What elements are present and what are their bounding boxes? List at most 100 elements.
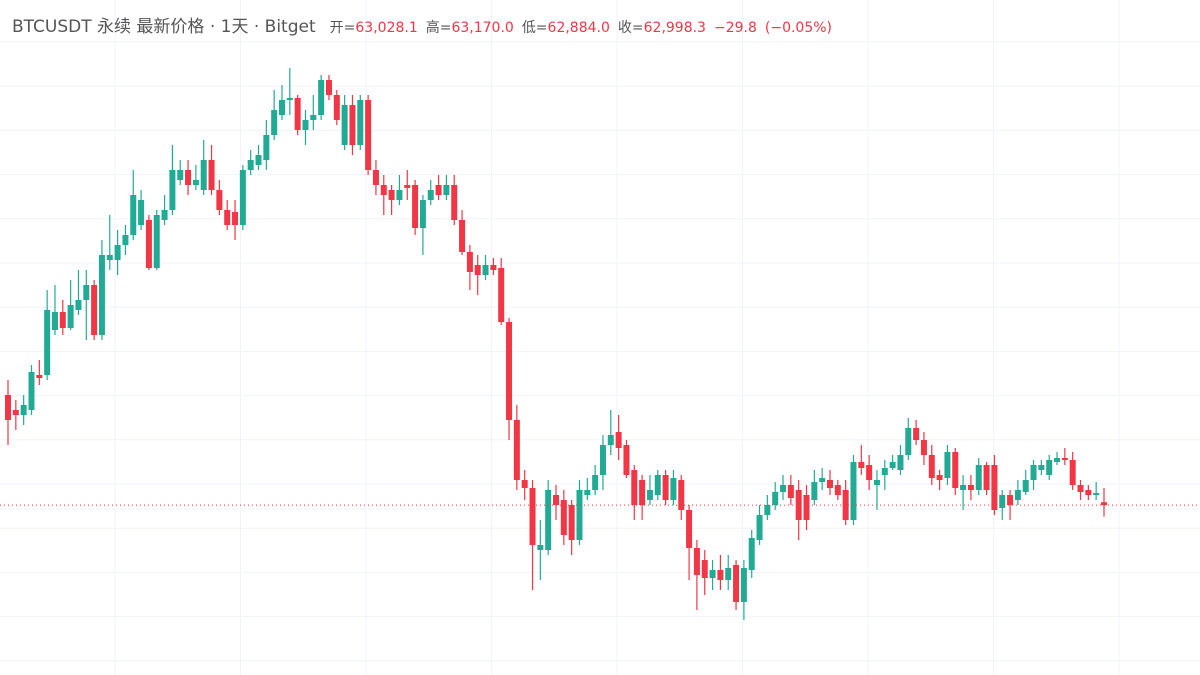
candle-body: [435, 185, 442, 195]
candle-body: [991, 465, 998, 510]
candle-body: [952, 452, 959, 488]
candle-body: [419, 200, 426, 228]
candle-body: [67, 305, 74, 328]
candle-body: [263, 135, 270, 160]
candle-body: [553, 495, 559, 505]
candle-body: [607, 435, 614, 445]
header-label: 高=: [425, 20, 452, 36]
candle-body: [842, 490, 849, 520]
candle-body: [1077, 485, 1084, 492]
candle-body: [59, 312, 66, 328]
candle-body: [341, 105, 348, 145]
candle-body: [662, 475, 669, 500]
candle-body: [333, 95, 340, 120]
candle-body: [98, 255, 105, 335]
header-value: 63,028.1: [355, 20, 418, 36]
candle-body: [529, 488, 536, 545]
candle-body: [427, 190, 434, 200]
candle-body: [200, 160, 207, 190]
candle-body: [1030, 465, 1037, 480]
candle-body: [1093, 493, 1100, 495]
candle-body: [208, 160, 215, 190]
candle-body: [224, 210, 231, 225]
candle-body: [169, 170, 176, 210]
candle-body: [114, 245, 121, 260]
candle-body: [913, 428, 920, 440]
candle-body: [380, 185, 387, 195]
candle-body: [28, 372, 35, 410]
candle-body: [12, 410, 19, 415]
candle-body: [740, 568, 747, 602]
candle-body: [20, 405, 27, 415]
candle-body: [975, 465, 982, 490]
candle-body: [944, 452, 951, 478]
header-label: 开=: [329, 20, 356, 36]
candle-body: [576, 490, 583, 540]
candle-body: [709, 570, 716, 578]
header-item: 高=63,170.0: [426, 17, 514, 37]
candle-body: [780, 485, 787, 492]
candle-body: [568, 505, 575, 540]
candle-body: [850, 462, 857, 520]
candle-body: [1014, 490, 1021, 500]
chart-title: BTCUSDT 永续 最新价格 · 1天 · Bitget: [12, 17, 316, 37]
candle-body: [1085, 490, 1092, 495]
candle-body: [936, 475, 943, 480]
candle-body: [239, 170, 246, 225]
candle-body: [537, 545, 544, 550]
candle-body: [733, 565, 740, 602]
candle-body: [811, 482, 818, 500]
candle-body: [764, 505, 771, 515]
candle-body: [5, 395, 11, 420]
candle-body: [983, 465, 990, 490]
candle-body: [161, 210, 168, 220]
candle-body: [873, 480, 880, 485]
candle-body: [560, 500, 567, 535]
candle-body: [451, 185, 458, 220]
header-change: −29.8: [713, 20, 757, 36]
candle-body: [686, 510, 693, 548]
candle-body: [365, 100, 372, 170]
candle-body: [693, 548, 700, 575]
header-value: 63,170.0: [451, 20, 514, 36]
header-label: 低=: [521, 20, 548, 36]
candle-body: [83, 285, 90, 300]
candle-body: [756, 515, 763, 540]
candle-body: [271, 110, 278, 135]
candle-body: [545, 490, 552, 550]
candle-body: [185, 170, 192, 185]
candle-body: [232, 212, 239, 225]
header-value: 62,884.0: [547, 20, 610, 36]
candle-body: [122, 235, 129, 245]
candle-body: [498, 268, 505, 322]
candle-body: [897, 455, 904, 470]
candle-body: [584, 490, 591, 495]
header-value: 62,998.3: [643, 20, 706, 36]
candle-body: [44, 310, 51, 375]
candle-body: [357, 100, 364, 145]
candle-body: [748, 538, 755, 570]
candle-body: [905, 428, 912, 455]
candle-body: [670, 478, 677, 500]
candle-body: [412, 185, 419, 228]
candle-body: [866, 465, 873, 480]
candle-body: [91, 285, 98, 335]
candle-body: [396, 190, 403, 200]
candle-body: [772, 492, 779, 505]
candle-body: [51, 312, 58, 330]
candle-body: [967, 485, 974, 490]
candle-body: [294, 98, 301, 130]
candle-body: [725, 568, 732, 580]
candle-body: [474, 265, 481, 275]
header-label: 收=: [617, 20, 644, 36]
candle-body: [216, 190, 223, 210]
candle-body: [795, 490, 802, 520]
candle-body: [654, 475, 661, 495]
candle-body: [592, 475, 599, 490]
candle-body: [177, 170, 184, 180]
candle-body: [192, 180, 199, 185]
candle-body: [1069, 460, 1076, 485]
candle-body: [787, 485, 794, 498]
candle-body: [615, 432, 622, 448]
